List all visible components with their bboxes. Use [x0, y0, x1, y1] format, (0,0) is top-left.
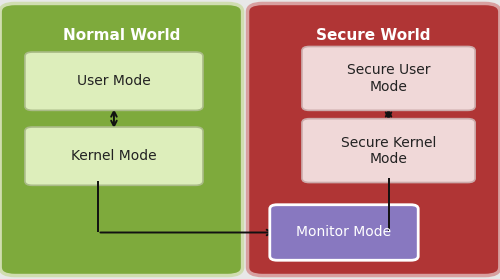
- FancyBboxPatch shape: [0, 3, 242, 276]
- Text: Normal World: Normal World: [62, 28, 180, 44]
- Text: User Mode: User Mode: [77, 74, 151, 88]
- Text: Secure User
Mode: Secure User Mode: [347, 63, 430, 93]
- Text: Secure Kernel
Mode: Secure Kernel Mode: [341, 136, 436, 166]
- Text: Kernel Mode: Kernel Mode: [71, 149, 157, 163]
- Text: Monitor Mode: Monitor Mode: [296, 225, 392, 239]
- FancyBboxPatch shape: [25, 52, 203, 110]
- Text: Secure World: Secure World: [316, 28, 431, 44]
- FancyBboxPatch shape: [25, 127, 203, 185]
- FancyBboxPatch shape: [248, 3, 500, 276]
- FancyBboxPatch shape: [302, 47, 475, 110]
- FancyBboxPatch shape: [302, 119, 475, 182]
- FancyBboxPatch shape: [270, 205, 418, 260]
